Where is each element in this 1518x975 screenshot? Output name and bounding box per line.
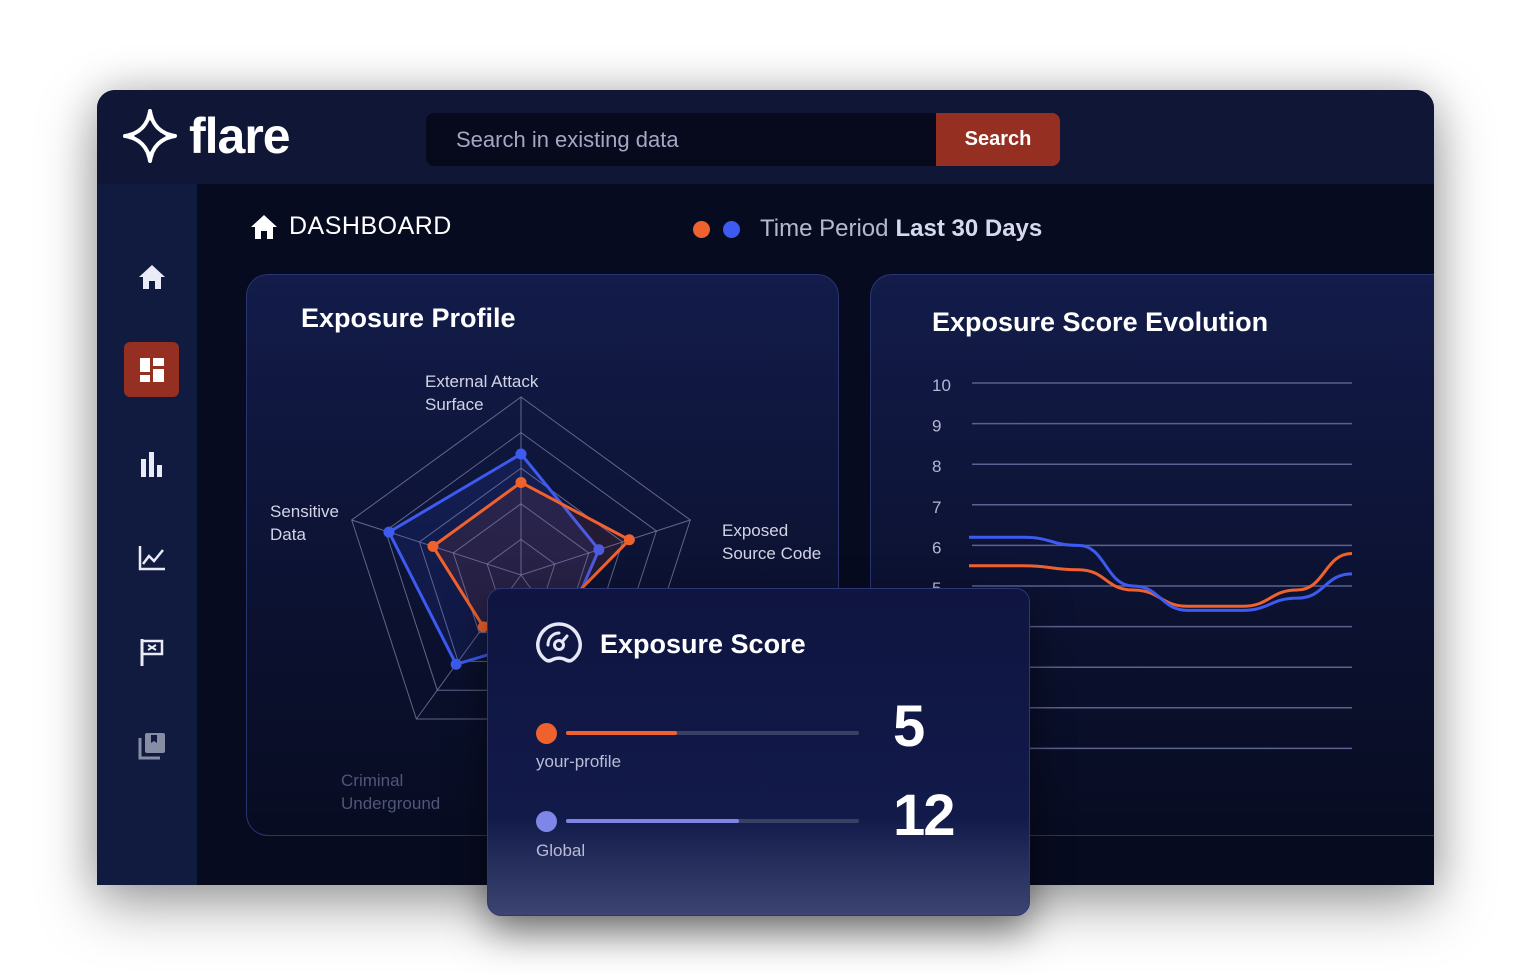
breadcrumb[interactable]: DASHBOARD (249, 212, 452, 241)
radar-axis-label: Sensitive (270, 502, 339, 521)
page-title: DASHBOARD (289, 212, 452, 240)
radar-axis-label: Exposed (722, 521, 788, 540)
dashboard-icon (139, 357, 164, 382)
exposure-score-popup: Exposure Score your-profile 5 Global 12 (487, 588, 1030, 916)
line-chart-icon (138, 545, 165, 570)
radar-point-Global (383, 526, 395, 538)
sidebar-item-dashboard[interactable] (124, 342, 179, 397)
radar-point-your-profile (427, 540, 439, 552)
bar-chart-icon (140, 451, 162, 477)
radar-axis-label: Criminal (341, 771, 403, 790)
global-score-bar-fill (566, 819, 739, 823)
search-input[interactable] (426, 113, 936, 166)
home-icon (138, 264, 165, 289)
sidebar-item-trends[interactable] (124, 530, 179, 585)
radar-point-your-profile (515, 476, 527, 488)
top-bar: flare Search (97, 90, 1434, 184)
y-tick-label: 8 (932, 457, 941, 476)
y-tick-label: 6 (932, 538, 941, 557)
radar-axis-line (520, 519, 691, 576)
sidebar-item-home[interactable] (124, 249, 179, 304)
sidebar (97, 184, 197, 885)
brand-logo[interactable]: flare (123, 106, 291, 166)
profile-score-dot (536, 723, 557, 744)
global-score-label: Global (536, 841, 586, 860)
library-icon (138, 732, 165, 759)
profile-score-bar (566, 731, 859, 735)
radar-axis-label: Source Code (722, 544, 821, 563)
radar-axis-label: Surface (425, 395, 484, 414)
profile-score-value: 5 (893, 694, 925, 759)
radar-point-Global (450, 658, 462, 670)
exposure-score-evolution-title: Exposure Score Evolution (932, 307, 1269, 337)
radar-point-your-profile (477, 621, 489, 633)
home-icon (251, 214, 277, 239)
line-series-Global (968, 535, 1353, 612)
time-period-label: Time Period (760, 215, 889, 242)
sidebar-item-events[interactable] (124, 624, 179, 679)
profile-score-label: your-profile (536, 752, 622, 771)
exposure-profile-title: Exposure Profile (301, 303, 516, 333)
sidebar-item-library[interactable] (124, 718, 179, 773)
search-button[interactable]: Search (936, 113, 1060, 166)
y-tick-label: 10 (932, 376, 951, 395)
gauge-icon (536, 622, 582, 663)
search-box (426, 113, 936, 166)
radar-point-your-profile (623, 534, 635, 546)
flag-icon (140, 638, 163, 666)
y-tick-label: 9 (932, 417, 941, 436)
radar-axis-label: Data (270, 525, 306, 544)
global-score-value: 12 (893, 783, 955, 848)
sidebar-item-reports[interactable] (124, 436, 179, 491)
radar-point-Global (593, 544, 605, 556)
time-period-value: Last 30 Days (895, 215, 1043, 242)
brand-name: flare (189, 108, 291, 164)
global-score-bar (566, 819, 859, 823)
y-tick-label: 7 (932, 498, 941, 517)
exposure-score-title: Exposure Score (600, 629, 806, 659)
global-score-dot (536, 811, 557, 832)
time-period-selector[interactable]: Time Period Last 30 Days (693, 215, 1042, 243)
radar-axis-label: External Attack (425, 372, 539, 391)
flare-logo-icon (123, 109, 177, 163)
profile-score-bar-fill (566, 731, 678, 735)
profile-legend-dot (693, 220, 710, 238)
radar-axis-label: Underground (341, 794, 440, 813)
global-legend-dot (723, 220, 740, 238)
radar-point-Global (515, 448, 527, 460)
